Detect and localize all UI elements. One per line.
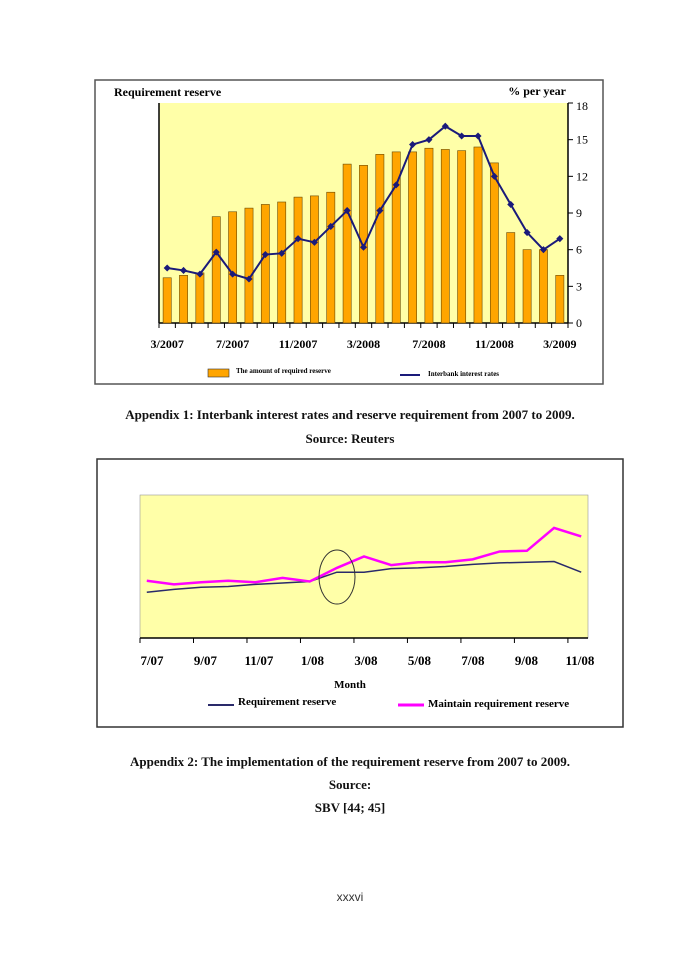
x-tick-label: 11/2008 (475, 337, 514, 351)
bar (326, 191, 336, 324)
bar (489, 162, 499, 324)
bar (277, 201, 287, 324)
bar (342, 163, 352, 324)
y-tick-label: 9 (576, 206, 582, 220)
x-tick-label: 5/08 (408, 653, 432, 668)
x-tick-label: 3/2008 (347, 337, 380, 351)
bar (457, 150, 467, 324)
bar (211, 216, 221, 324)
right-axis-title: % per year (508, 84, 566, 98)
data-point (409, 141, 417, 149)
chart-reserve-interbank: 0 3 6 9 12 15 18 3/2007 7/2007 11/2007 3/2008 7/200… (94, 79, 604, 385)
data-point (425, 136, 433, 144)
requirement-reserve-line (146, 560, 582, 593)
bar (293, 196, 303, 324)
x-tick-label: 3/2009 (543, 337, 576, 351)
bar (440, 149, 450, 324)
data-point (180, 266, 188, 274)
bar (473, 146, 483, 324)
x-tick-label: 7/2007 (216, 337, 249, 351)
source-appendix-2-ref: SBV [44; 45] (314, 800, 386, 815)
data-point (343, 207, 351, 215)
x-tick-label: 9/08 (515, 653, 539, 668)
data-point (212, 248, 220, 256)
data-point (507, 200, 515, 208)
plot-area (139, 494, 589, 639)
data-point (392, 181, 400, 189)
data-point (278, 249, 286, 257)
x-tick-label: 9/07 (194, 653, 218, 668)
bar (408, 151, 417, 324)
bar (424, 147, 434, 324)
data-point (229, 270, 237, 278)
page-number: xxxvi (336, 890, 364, 904)
data-point (245, 275, 253, 283)
data-point (310, 238, 318, 246)
bar (179, 275, 188, 324)
bar (244, 207, 254, 324)
bar (506, 232, 516, 324)
data-point (376, 207, 384, 215)
data-point (163, 264, 171, 272)
x-tick-label: 7/2008 (412, 337, 445, 351)
data-point (359, 243, 368, 251)
data-point (490, 172, 498, 180)
x-tick-label: 1/08 (301, 653, 325, 668)
source-appendix-2: Source: (328, 777, 372, 792)
caption-appendix-2: Appendix 2: The implementation of the re… (129, 754, 571, 769)
bar (162, 277, 172, 324)
data-point (556, 235, 564, 243)
data-point (474, 132, 482, 140)
x-tick-label: 3/2007 (151, 337, 184, 351)
bar (375, 154, 385, 324)
maintain-requirement-reserve-line (146, 526, 582, 586)
x-tick-label: 11/08 (565, 653, 594, 668)
y-tick-label: 6 (576, 243, 582, 257)
legend-label-requirement: Requirement reserve (238, 696, 336, 708)
x-tick-label: 11/07 (245, 653, 274, 668)
caption-appendix-1: Appendix 1: Interbank interest rates and… (125, 407, 575, 422)
data-point (294, 235, 302, 243)
y-tick-label: 18 (576, 99, 588, 113)
source-appendix-1: Source: Reuters (305, 431, 395, 446)
annotation-ellipse (318, 549, 356, 605)
bar (522, 249, 532, 324)
y-tick-label: 12 (576, 169, 588, 183)
y-tick-label: 0 (576, 316, 582, 330)
data-point (441, 122, 449, 130)
data-point (196, 270, 204, 278)
legend-line-label: Interbank interest rates (428, 370, 499, 378)
y-tick-label: 15 (576, 133, 588, 147)
x-tick-label: 3/08 (354, 653, 378, 668)
x-axis-title: Month (334, 679, 366, 691)
bar (555, 275, 565, 324)
legend-bar-label: The amount of required reserve (236, 367, 331, 375)
legend-bar-swatch (207, 368, 230, 378)
bar (260, 204, 270, 324)
data-point (327, 222, 335, 230)
x-tick-label: 7/07 (140, 653, 164, 668)
data-point (458, 132, 466, 140)
x-tick-label: 7/08 (461, 653, 485, 668)
legend-label-maintain: Maintain requirement reserve (428, 698, 569, 710)
x-tick-label: 11/2007 (279, 337, 318, 351)
bar (391, 151, 401, 324)
chart-reserve-implementation: 7/07 9/07 11/07 1/08 3/08 5/08 7/08 9/08 11/08 Mo… (96, 458, 624, 728)
data-point (539, 246, 547, 254)
y-tick-label: 3 (576, 279, 582, 293)
bar (310, 195, 319, 324)
left-axis-title: Requirement reserve (114, 85, 222, 99)
data-point (523, 229, 531, 237)
